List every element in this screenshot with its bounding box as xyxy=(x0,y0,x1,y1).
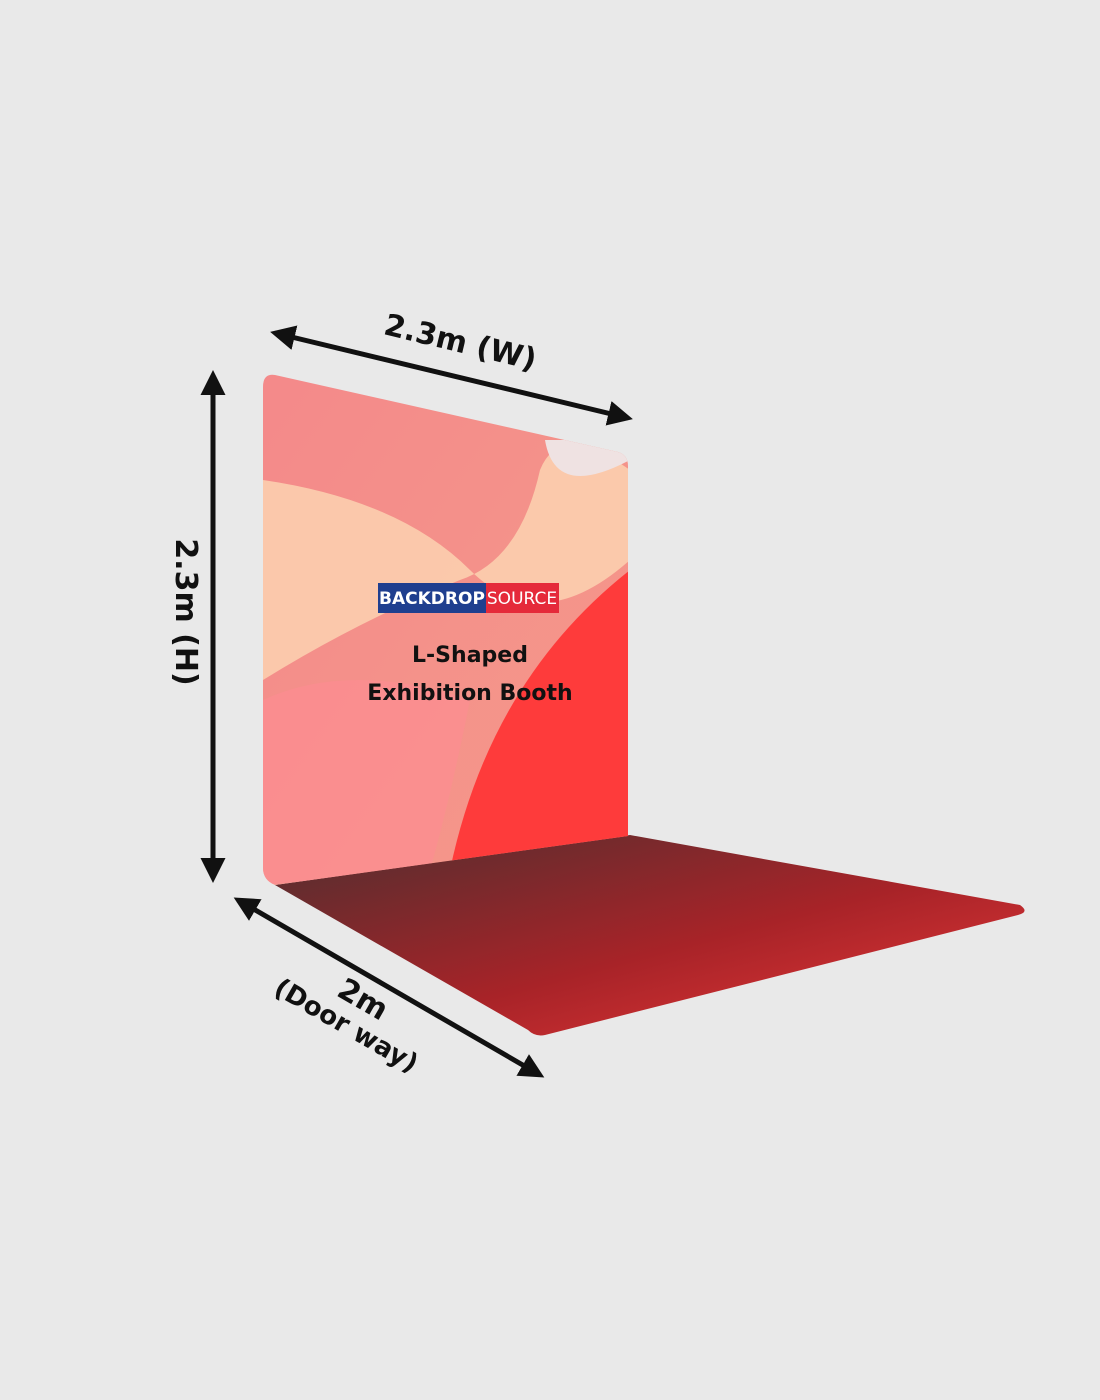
logo: BACKDROP SOURCE xyxy=(378,583,559,613)
logo-right xyxy=(486,583,559,613)
width-label: 2.3m (W) xyxy=(381,308,540,378)
logo-left xyxy=(378,583,486,613)
logo-text: BACKDROP xyxy=(379,589,485,609)
logo-text: SOURCE xyxy=(487,589,557,609)
back-panel xyxy=(263,374,628,885)
booth-title: L-Shaped xyxy=(412,643,528,668)
height-label: 2.3m (H) xyxy=(168,538,203,685)
depth-arrow xyxy=(233,897,545,1078)
booth-title: Exhibition Booth xyxy=(367,681,572,706)
width-arrow xyxy=(270,325,633,426)
